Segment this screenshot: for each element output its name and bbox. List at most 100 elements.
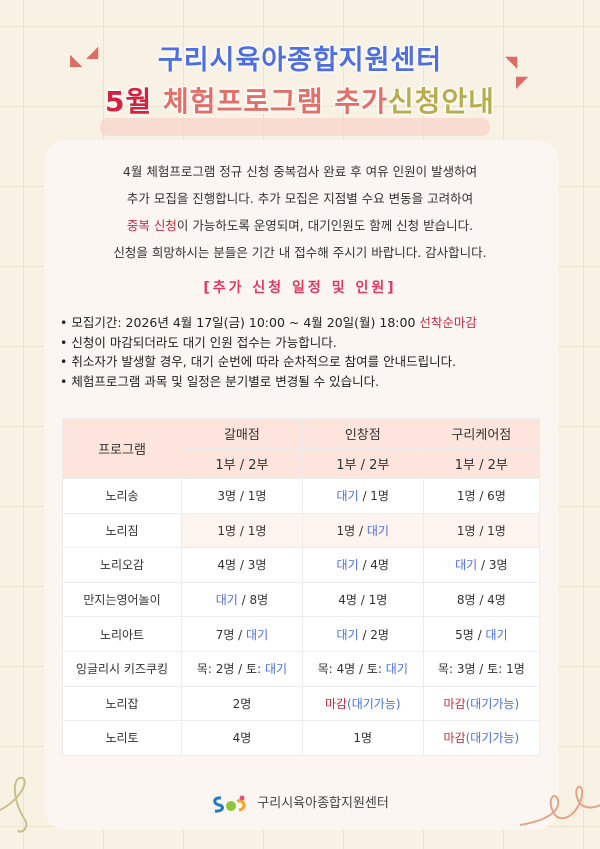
footer-org-name: 구리시육아종합지원센터 [257,796,389,811]
capacity-text: 8명 / 4명 [456,593,506,608]
capacity-text: 4명 [232,731,252,746]
capacity-text: 1명 / 1명 [456,523,506,538]
capacity-cell: 대기 / 1명 [301,478,424,514]
capacity-cell: 4명 / 1명 [301,581,424,618]
program-name-cell: 노리토 [62,720,182,756]
waitlist-label: 대기 [455,558,478,573]
sparkle-icon: ◣ [70,50,83,69]
capacity-text: 4명 / 1명 [338,593,388,608]
intro-line: 추가 모집을 진행합니다. 추가 모집은 지점별 수요 변동을 고려하여 [126,191,474,206]
session-header: 1부 / 2부 [301,448,424,479]
program-label: 체험프로그램 [163,85,324,118]
sparkle-icon: ◥ [505,52,518,71]
capacity-text: 1명 / 6명 [456,489,506,504]
waitlist-label: 대기 [336,558,359,573]
capacity-cell: 마감(대기가능) [422,685,541,722]
section-title: [추가 신청 일정 및 인원] [203,280,397,296]
capacity-text: 2명 [232,696,252,711]
capacity-cell: 5명 / 대기 [422,616,541,652]
notice-item: 체험프로그램 과목 및 일정은 분기별로 변경될 수 있습니다. [60,372,477,392]
capacity-cell: 1명 / 6명 [422,478,541,514]
capacity-cell: 대기 / 4명 [301,547,424,583]
capacity-cell: 1명 / 1명 [181,512,303,549]
notice-item: 신청이 마감되더라도 대기 인원 접수는 가능합니다. [60,333,477,353]
waitlist-label: 대기 [336,627,359,642]
capacity-cell: 4명 / 3명 [181,547,303,583]
table-row: 만지는영어놀이 대기 / 8명 4명 / 1명 8명 / 4명 [62,581,541,618]
table-row: 잉글리시 키즈쿠킹 목: 2명 / 토: 대기 목: 4명 / 토: 대기 목: 3명… [62,650,541,687]
waitlist-label: 대기 [336,489,359,504]
table-row: 노리잡 2명 마감(대기가능) 마감(대기가능) [62,685,541,722]
capacity-cell: 대기 / 3명 [422,547,541,583]
capacity-text: 목: 2명 / 토: [196,662,265,677]
capacity-cell: 마감(대기가능) [301,685,424,722]
capacity-text: / 1명 [358,489,389,504]
notice-list: 모집기간: 2026년 4월 17일(금) 10:00 ~ 4월 20일(월) … [60,313,477,391]
branch-header: 인창점 [301,418,424,449]
waitlist-label: 대기 [246,627,269,642]
waitlist-label: (대기가능) [465,731,520,746]
swirl-decoration [520,785,600,826]
notice-item: 모집기간: 2026년 4월 17일(금) 10:00 ~ 4월 20일(월) … [60,313,477,333]
recruit-period: 모집기간: 2026년 4월 17일(금) 10:00 ~ 4월 20일(월) … [71,315,420,330]
intro-line: 신청을 희망하시는 분들은 기간 내 접수해 주시기 바랍니다. 감사합니다. [113,245,487,260]
branch-header: 구리케어점 [422,418,541,449]
intro-highlight: 중복 신청 [126,218,177,233]
table-row: 노리아트 7명 / 대기 대기 / 2명 5명 / 대기 [62,616,541,652]
intro-line: 중복 신청이 가능하도록 운영되며, 대기인원도 함께 신청 받습니다. [60,212,540,239]
branch-header: 갈매점 [181,418,303,449]
session-header: 1부 / 2부 [422,448,541,479]
closed-label: 마감 [324,696,348,711]
waitlist-label: 대기 [366,523,389,538]
sparkle-icon: ◢ [86,42,99,61]
capacity-text: 1명 / [336,523,367,538]
schedule-table: 프로그램 갈매점 인창점 구리케어점 1부 / 2부 1부 / 2부 1부 / … [62,418,541,756]
intro-text: 4월 체험프로그램 정규 신청 중복검사 완료 후 여유 인원이 발생하여 추가… [60,158,540,266]
waitlist-label: 대기 [385,662,408,677]
capacity-cell: 1명 / 1명 [422,512,541,549]
program-name-cell: 노리송 [62,478,182,514]
capacity-text: / 4명 [358,558,389,573]
table-row: 노리짐 1명 / 1명 1명 / 대기 1명 / 1명 [62,512,541,549]
closed-label: 마감 [443,731,466,746]
capacity-cell: 목: 2명 / 토: 대기 [181,650,303,687]
capacity-cell: 대기 / 2명 [301,616,424,652]
program-name-cell: 노리아트 [62,616,182,652]
title-brush-decoration [100,118,490,136]
page-title: 구리시육아종합지원센터 [157,45,443,76]
capacity-text: 5명 / [455,627,486,642]
capacity-cell: 1명 / 대기 [301,512,424,549]
table-row: 노리오감 4명 / 3명 대기 / 4명 대기 / 3명 [62,547,541,583]
capacity-cell: 3명 / 1명 [181,478,303,514]
program-header: 프로그램 [62,418,182,479]
application-notice-label: 신청안내 [387,85,495,118]
table-row: 노리송 3명 / 1명 대기 / 1명 1명 / 6명 [62,478,541,514]
additional-label: 추가 [334,85,388,118]
capacity-cell: 대기 / 8명 [181,581,303,618]
capacity-text: / 8명 [237,593,269,608]
capacity-cell: 8명 / 4명 [422,581,541,618]
month-label: 5월 [105,85,153,118]
closed-label: 마감 [443,696,466,711]
intro-line: 4월 체험프로그램 정규 신청 중복검사 완료 후 여유 인원이 발생하여 [122,164,478,179]
capacity-text: / 3명 [477,558,508,573]
waitlist-label: (대기가능) [465,696,520,711]
capacity-text: 목: 4명 / 토: [317,662,386,677]
capacity-cell: 4명 [181,720,303,756]
capacity-cell: 마감(대기가능) [422,720,541,756]
waitlist-label: 대기 [215,593,238,608]
capacity-text: 1명 [353,731,373,746]
notice-item: 취소자가 발생할 경우, 대기 순번에 따라 순차적으로 참여를 안내드립니다. [60,352,477,372]
capacity-cell: 7명 / 대기 [181,616,303,652]
waitlist-label: (대기가능) [347,696,401,711]
center-logo-icon [213,795,246,813]
program-name-cell: 잉글리시 키즈쿠킹 [62,650,182,687]
program-name-cell: 만지는영어놀이 [62,581,182,618]
program-name-cell: 노리짐 [62,512,182,549]
footer: 구리시육아종합지원센터 [0,792,600,813]
capacity-text: 3명 / 1명 [217,489,267,504]
sparkle-icon: ◤ [516,72,529,91]
waitlist-label: 대기 [264,662,288,677]
table-row: 노리토 4명 1명 마감(대기가능) [62,720,541,756]
capacity-text: 4명 / 3명 [217,558,267,573]
